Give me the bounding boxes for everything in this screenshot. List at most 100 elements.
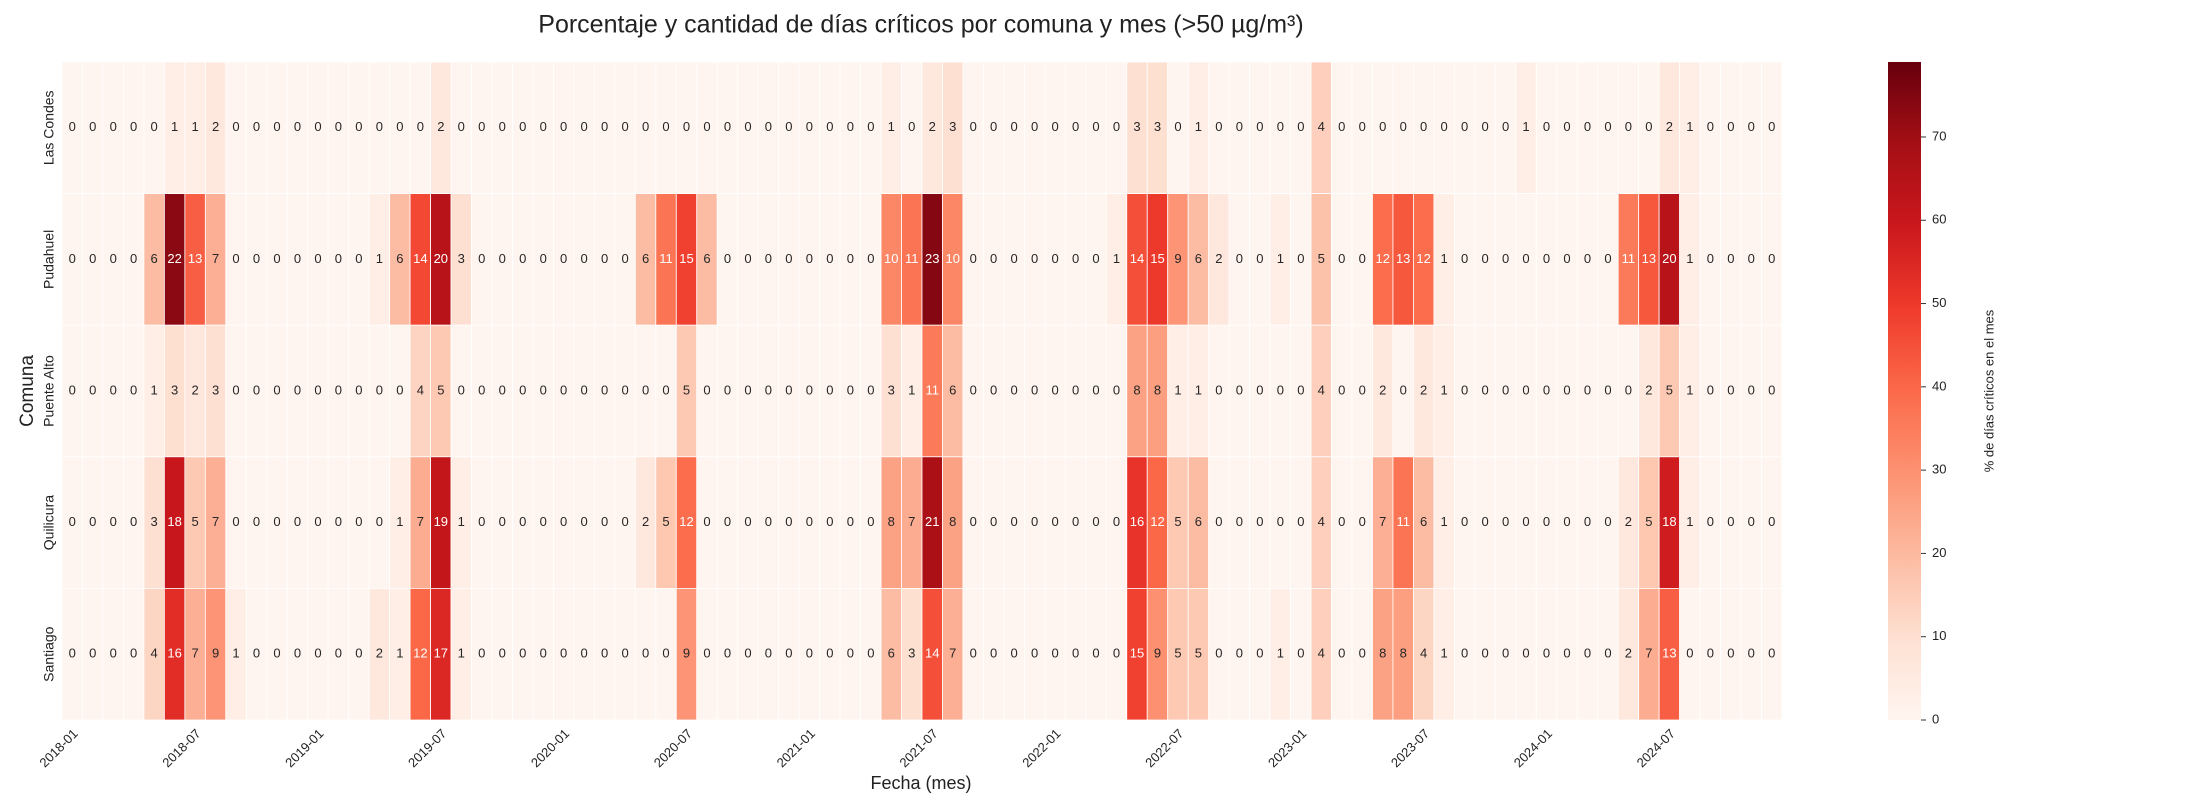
cell-label: 0 xyxy=(478,382,485,397)
cell-label: 6 xyxy=(642,251,649,266)
cell-label: 0 xyxy=(662,382,669,397)
cell-label: 0 xyxy=(1543,646,1550,661)
cell-label: 0 xyxy=(69,514,76,529)
cell-label: 0 xyxy=(642,646,649,661)
cell-label: 2 xyxy=(1645,382,1652,397)
cell-label: 14 xyxy=(925,646,939,661)
cell-label: 1 xyxy=(151,382,158,397)
cell-label: 0 xyxy=(1584,251,1591,266)
cell-label: 0 xyxy=(273,251,280,266)
cell-label: 8 xyxy=(1133,382,1140,397)
cell-label: 0 xyxy=(1092,646,1099,661)
cell-label: 2 xyxy=(1379,382,1386,397)
cell-label: 0 xyxy=(1461,382,1468,397)
cell-label: 6 xyxy=(151,251,158,266)
cell-label: 0 xyxy=(1768,514,1775,529)
cell-label: 0 xyxy=(908,119,915,134)
cell-label: 0 xyxy=(69,119,76,134)
cell-label: 0 xyxy=(847,119,854,134)
cell-label: 7 xyxy=(949,646,956,661)
cell-label: 0 xyxy=(847,382,854,397)
y-tick-label: Pudahuel xyxy=(41,230,57,289)
cell-label: 6 xyxy=(949,382,956,397)
cell-label: 0 xyxy=(355,251,362,266)
cell-label: 0 xyxy=(232,382,239,397)
cell-label: 0 xyxy=(990,646,997,661)
cell-label: 0 xyxy=(130,119,137,134)
cell-label: 0 xyxy=(1359,119,1366,134)
colorbar-label: % de días críticos en el mes xyxy=(1981,309,1996,472)
cell-label: 11 xyxy=(925,382,939,397)
cell-label: 5 xyxy=(1645,514,1652,529)
cell-label: 0 xyxy=(1359,646,1366,661)
cell-label: 0 xyxy=(540,119,547,134)
cell-label: 0 xyxy=(826,382,833,397)
cell-label: 0 xyxy=(1072,646,1079,661)
cell-label: 0 xyxy=(1236,119,1243,134)
cell-label: 1 xyxy=(458,514,465,529)
cell-label: 0 xyxy=(560,646,567,661)
cell-label: 0 xyxy=(806,382,813,397)
cell-label: 0 xyxy=(1502,382,1509,397)
cell-label: 1 xyxy=(1441,382,1448,397)
cell-label: 0 xyxy=(253,382,260,397)
cell-label: 0 xyxy=(232,119,239,134)
cell-label: 0 xyxy=(1256,251,1263,266)
cell-label: 0 xyxy=(867,251,874,266)
cell-label: 0 xyxy=(1215,119,1222,134)
cell-label: 2 xyxy=(212,119,219,134)
cell-label: 0 xyxy=(662,646,669,661)
cell-label: 0 xyxy=(1277,119,1284,134)
cell-label: 0 xyxy=(826,514,833,529)
cell-label: 0 xyxy=(110,251,117,266)
cell-label: 0 xyxy=(765,646,772,661)
cell-label: 8 xyxy=(888,514,895,529)
cell-label: 0 xyxy=(826,646,833,661)
cell-label: 2 xyxy=(642,514,649,529)
cell-label: 0 xyxy=(806,251,813,266)
cell-label: 0 xyxy=(1748,119,1755,134)
cell-label: 2 xyxy=(376,646,383,661)
cell-label: 0 xyxy=(1338,251,1345,266)
cell-label: 0 xyxy=(1502,251,1509,266)
cell-label: 0 xyxy=(1748,251,1755,266)
cell-label: 0 xyxy=(499,646,506,661)
cell-label: 0 xyxy=(744,251,751,266)
cell-label: 0 xyxy=(1072,119,1079,134)
cell-label: 11 xyxy=(905,251,919,266)
cell-label: 3 xyxy=(212,382,219,397)
cell-label: 0 xyxy=(130,514,137,529)
cell-label: 0 xyxy=(417,119,424,134)
cell-label: 0 xyxy=(621,646,628,661)
cell-label: 12 xyxy=(413,646,427,661)
cell-label: 1 xyxy=(232,646,239,661)
x-axis-label: Fecha (mes) xyxy=(870,773,971,793)
cell-label: 1 xyxy=(1174,382,1181,397)
cell-label: 0 xyxy=(540,646,547,661)
cell-label: 0 xyxy=(1215,646,1222,661)
cell-label: 0 xyxy=(253,119,260,134)
cell-label: 5 xyxy=(1174,514,1181,529)
cell-label: 0 xyxy=(540,251,547,266)
cell-label: 14 xyxy=(1130,251,1144,266)
cell-label: 0 xyxy=(1092,382,1099,397)
cell-label: 1 xyxy=(1686,514,1693,529)
cell-label: 0 xyxy=(1645,119,1652,134)
cell-label: 0 xyxy=(1686,646,1693,661)
cell-label: 0 xyxy=(1072,251,1079,266)
cell-label: 0 xyxy=(1031,251,1038,266)
cell-label: 0 xyxy=(806,646,813,661)
cell-label: 0 xyxy=(1543,251,1550,266)
x-tick-label: 2023-07 xyxy=(1388,726,1432,770)
cell-label: 0 xyxy=(294,382,301,397)
cell-label: 0 xyxy=(1297,382,1304,397)
cell-label: 0 xyxy=(1297,119,1304,134)
cell-label: 0 xyxy=(1277,382,1284,397)
cell-label: 0 xyxy=(1461,514,1468,529)
cell-label: 16 xyxy=(167,646,181,661)
cell-label: 0 xyxy=(1768,646,1775,661)
cell-label: 21 xyxy=(925,514,939,529)
cell-label: 0 xyxy=(1481,382,1488,397)
cell-label: 0 xyxy=(376,382,383,397)
